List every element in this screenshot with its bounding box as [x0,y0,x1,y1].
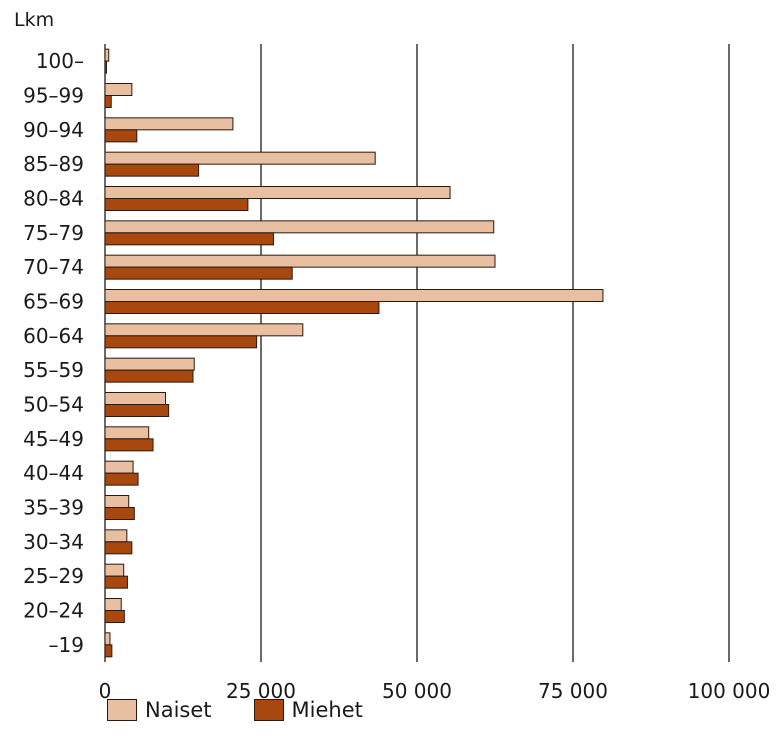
unit-label: Lkm [14,9,54,31]
y-tick-label: –19 [49,633,84,657]
bar-naiset [104,323,304,337]
bar-miehet [104,438,154,452]
legend-swatch-miehet [253,699,284,721]
bar-miehet [104,95,112,108]
x-tick-label: 100 000 [688,679,771,703]
bar-miehet [104,610,125,623]
y-tick-label: 30–34 [23,530,84,554]
bar-naiset [104,48,110,62]
bar-naiset [104,460,134,474]
bar-naiset [104,186,451,199]
y-tick-label: 85–89 [23,152,84,176]
bars [104,48,604,658]
y-tick-label: 45–49 [23,427,84,451]
y-tick-label: 60–64 [23,324,84,348]
bar-miehet [104,232,274,246]
bar-naiset [104,83,133,96]
y-tick-label: 55–59 [23,358,84,382]
bar-miehet [104,404,170,417]
bar-naiset [104,289,604,302]
y-tick-label: 20–24 [23,599,84,623]
bar-miehet [104,541,133,555]
bar-naiset [104,426,150,440]
legend-item-naiset: Naiset [107,698,212,722]
y-tick-label: 40–44 [23,461,84,485]
bar-naiset [104,598,122,611]
bar-miehet [104,163,200,177]
y-tick-label: 65–69 [23,290,84,314]
bar-miehet [104,266,293,280]
bar-naiset [104,117,234,131]
bar-naiset [104,392,167,405]
bar-miehet [104,369,194,383]
legend-label-naiset: Naiset [145,698,212,722]
x-tick-label: 50 000 [382,679,452,703]
y-tick-labels: 100– 95–99 90–94 85–89 80–84 75–79 70–74 65–69 6… [23,49,84,657]
bar-naiset [104,563,125,577]
bar-naiset [104,357,195,371]
x-tick-label: 75 000 [538,679,608,703]
legend: Naiset Miehet [107,698,363,722]
y-tick-label: 80–84 [23,187,84,211]
bar-miehet [104,507,135,520]
legend-swatch-naiset [107,699,137,721]
bar-miehet [104,301,380,314]
y-tick-label: 70–74 [23,255,84,279]
bar-miehet [104,472,139,486]
legend-item-miehet: Miehet [253,698,363,722]
y-tick-label: 50–54 [23,393,84,417]
bar-miehet [104,198,249,211]
bar-miehet [104,335,258,349]
y-tick-label: 100– [36,49,84,73]
bar-naiset [104,151,376,165]
bar-naiset [104,495,130,508]
x-tick-labels: 0 25 000 50 000 75 000 100 000 [99,679,771,703]
bar-naiset [104,632,111,646]
bar-naiset [104,220,495,234]
bar-naiset [104,254,496,268]
x-tick-label: 0 [99,679,112,703]
y-tick-label: 90–94 [23,118,84,142]
legend-label-miehet: Miehet [291,698,363,722]
y-tick-label: 95–99 [23,84,84,108]
bar-miehet [104,644,113,658]
bar-naiset [104,529,128,543]
y-tick-label: 35–39 [23,496,84,520]
bar-miehet [104,60,107,74]
gridlines [104,44,730,662]
y-tick-label: 75–79 [23,221,84,245]
y-tick-label: 25–29 [23,564,84,588]
bar-miehet [104,575,128,589]
bar-miehet [104,129,138,143]
